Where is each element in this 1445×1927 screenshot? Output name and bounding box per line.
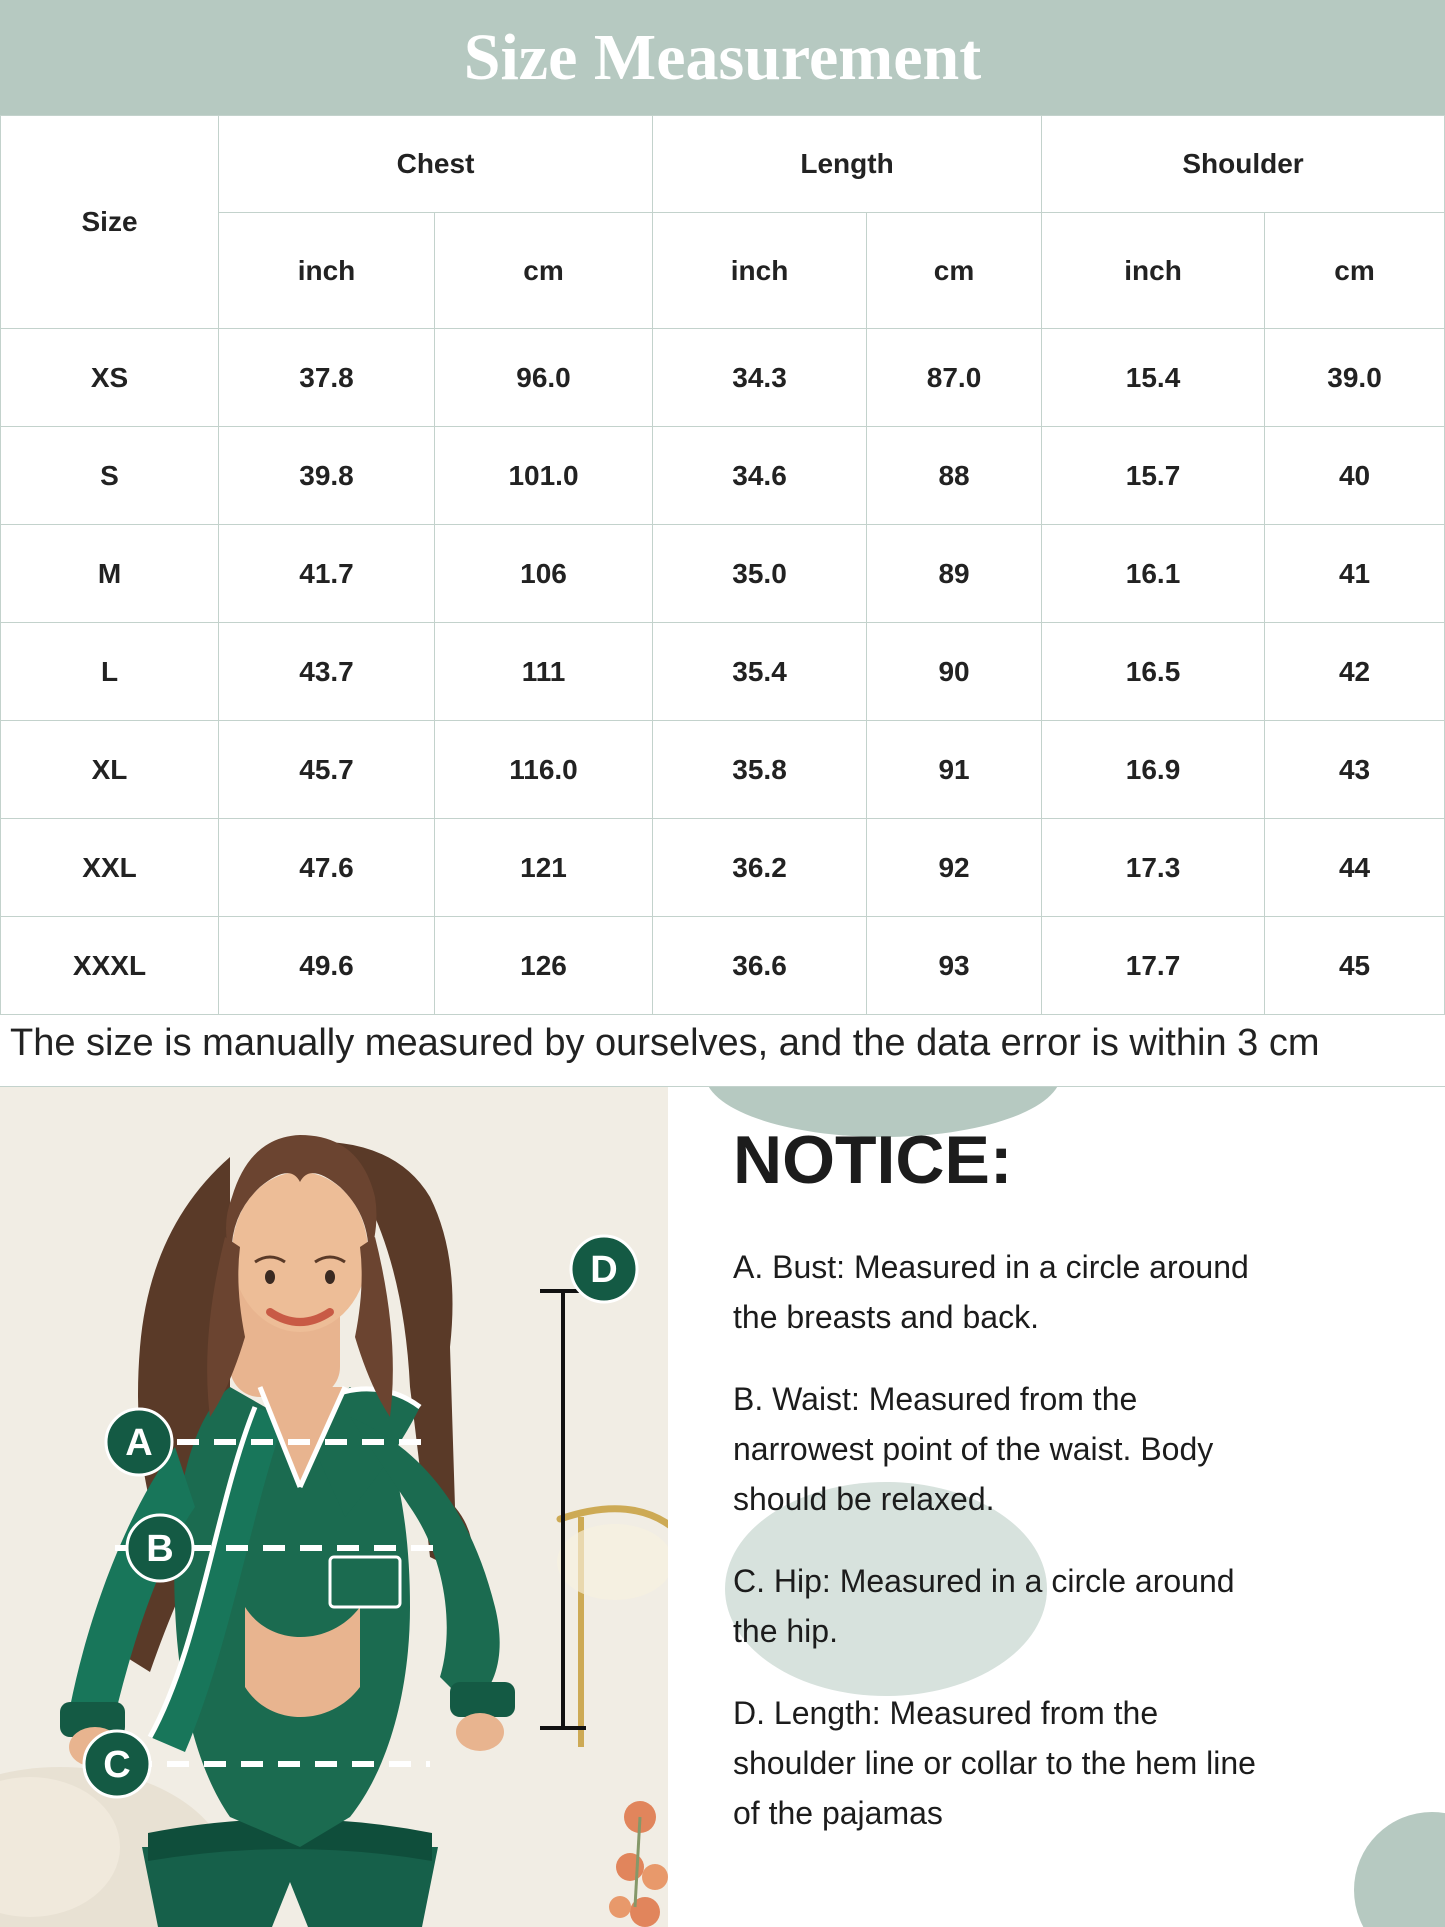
svg-text:D: D: [590, 1249, 617, 1291]
svg-text:B: B: [146, 1528, 173, 1570]
svg-text:A: A: [125, 1422, 152, 1464]
svg-text:C: C: [103, 1744, 130, 1786]
